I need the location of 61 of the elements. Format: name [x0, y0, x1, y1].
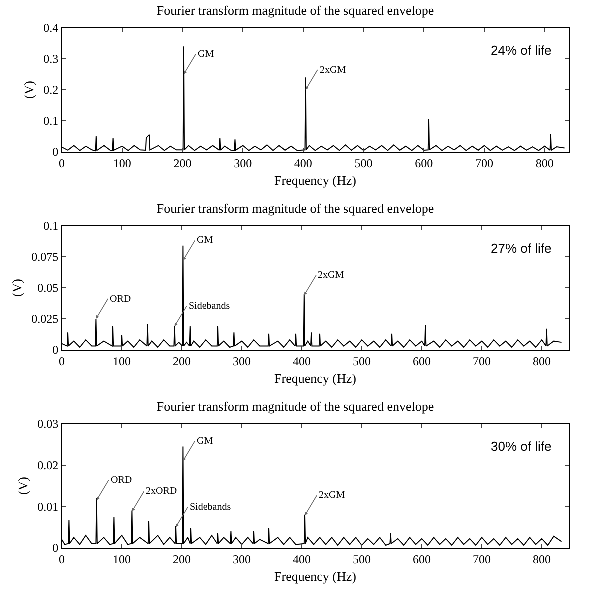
- chart-title: Fourier transform magnitude of the squared envelope: [156, 3, 434, 18]
- x-tick-label: 800: [533, 552, 551, 566]
- x-tick-label: 500: [353, 354, 371, 368]
- annotation: Sidebands: [190, 502, 232, 513]
- x-tick-label: 800: [536, 156, 554, 170]
- y-tick-label: 0: [52, 343, 59, 358]
- annotation: 2xGM: [318, 270, 344, 281]
- y-tick-label: 0.2: [44, 83, 59, 98]
- annotation: GM: [197, 436, 214, 447]
- x-tick-label: 700: [473, 354, 491, 368]
- x-tick-label: 100: [113, 552, 131, 566]
- x-tick-label: 400: [294, 156, 312, 170]
- annotation: GM: [198, 49, 214, 60]
- y-tick-label: 0.03: [38, 417, 59, 432]
- annotation: GM: [197, 235, 214, 246]
- x-tick-label: 100: [113, 156, 132, 170]
- y-tick-label: 0.075: [32, 250, 59, 264]
- y-tick-label: 0: [52, 145, 59, 160]
- y-tick-label: 0.4: [44, 21, 59, 36]
- y-axis-title: (V): [16, 476, 31, 496]
- y-tick-label: 0.1: [44, 114, 59, 128]
- x-tick-label: 200: [173, 552, 191, 566]
- annotation: 30% of life: [491, 439, 552, 454]
- annotation: 27% of life: [491, 241, 552, 256]
- x-tick-label: 500: [353, 552, 371, 566]
- chart-title: Fourier transform magnitude of the squared envelope: [156, 399, 434, 414]
- x-tick-label: 300: [233, 354, 251, 368]
- annotation: 24% of life: [491, 43, 552, 58]
- x-axis-title: Frequency (Hz): [274, 569, 356, 584]
- x-axis-title: Frequency (Hz): [274, 371, 356, 386]
- x-tick-label: 600: [415, 156, 434, 170]
- annotation: 2xGM: [319, 490, 346, 501]
- annotation: 2xGM: [320, 65, 346, 76]
- y-tick-label: 0.1: [44, 219, 59, 234]
- y-tick-label: 0: [52, 541, 59, 556]
- x-tick-label: 600: [413, 354, 431, 368]
- y-tick-label: 0.05: [38, 281, 59, 296]
- x-tick-label: 700: [473, 552, 491, 566]
- x-tick-label: 400: [293, 354, 311, 368]
- annotation: ORD: [110, 294, 132, 305]
- x-tick-label: 800: [533, 354, 551, 368]
- x-tick-label: 400: [293, 552, 311, 566]
- y-tick-label: 0.01: [38, 500, 59, 514]
- annotation: 2xORD: [146, 486, 178, 497]
- x-tick-label: 100: [113, 354, 131, 368]
- y-axis-title: (V): [22, 80, 37, 100]
- annotation: ORD: [111, 475, 132, 486]
- x-tick-label: 600: [413, 552, 431, 566]
- chart-title: Fourier transform magnitude of the squared envelope: [156, 201, 434, 216]
- y-tick-label: 0.02: [38, 458, 59, 473]
- y-axis-title: (V): [10, 278, 25, 298]
- y-tick-label: 0.3: [44, 52, 59, 66]
- annotation: Sidebands: [189, 301, 230, 312]
- x-tick-label: 700: [476, 156, 494, 170]
- x-tick-label: 300: [234, 156, 252, 170]
- x-tick-label: 200: [173, 354, 191, 368]
- x-tick-label: 500: [354, 156, 373, 170]
- x-tick-label: 200: [174, 156, 192, 170]
- x-axis-title: Frequency (Hz): [274, 173, 356, 188]
- x-tick-label: 300: [233, 552, 251, 566]
- y-tick-label: 0.025: [32, 312, 59, 326]
